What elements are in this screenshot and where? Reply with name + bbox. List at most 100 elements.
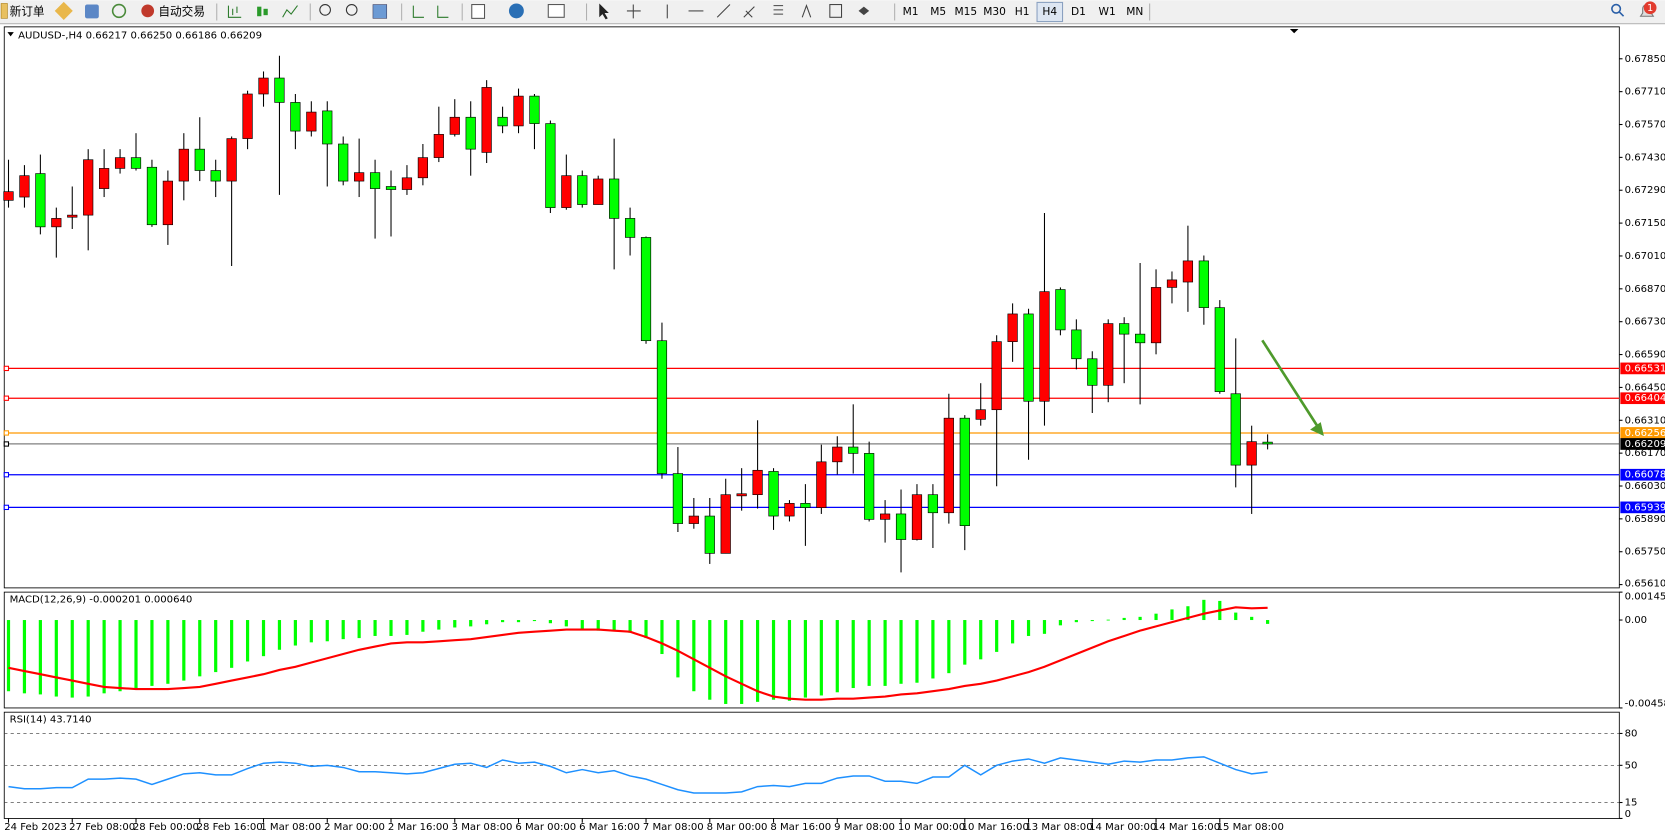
- timeframe-label: M30: [983, 5, 1006, 18]
- icon[interactable]: [743, 6, 755, 18]
- candle-body: [99, 168, 110, 189]
- candle-body: [1119, 323, 1130, 335]
- candle-body: [449, 116, 460, 135]
- candle-body: [226, 138, 237, 182]
- icon[interactable]: [319, 4, 331, 16]
- icon[interactable]: [263, 8, 268, 16]
- icon[interactable]: [547, 4, 565, 18]
- timeframe-label: M1: [903, 5, 919, 18]
- level-handle: [3, 441, 10, 447]
- macd-bar: [293, 620, 297, 646]
- timeframe-button[interactable]: MN: [1126, 5, 1143, 18]
- candle-body: [832, 446, 843, 463]
- macd-bar: [899, 620, 903, 684]
- y-tick-label: 0.00: [1625, 615, 1647, 626]
- timeframe-button[interactable]: H4: [1036, 1, 1064, 23]
- x-tick-label: 8 Mar 00:00: [707, 822, 768, 833]
- macd-bar: [724, 620, 728, 704]
- icon[interactable]: [801, 4, 812, 18]
- icon[interactable]: [626, 4, 641, 19]
- macd-bar: [644, 620, 648, 639]
- macd-bar: [421, 620, 425, 632]
- panel: 0.67850 0.67710 0.67570 0.67430 0.67290 0.671…: [3, 26, 1665, 590]
- timeframe-button[interactable]: H1: [1015, 5, 1030, 18]
- timeframe-button[interactable]: M5: [930, 5, 946, 18]
- candle-body: [577, 175, 588, 205]
- icon[interactable]: [372, 4, 388, 19]
- icon[interactable]: [345, 4, 358, 16]
- annotation-arrow: [1261, 339, 1324, 436]
- icon[interactable]: [282, 5, 298, 18]
- macd-bar: [325, 620, 329, 642]
- icon[interactable]: [85, 4, 99, 19]
- x-tick-label: 10 Mar 16:00: [962, 822, 1029, 833]
- timeframe-button[interactable]: W1: [1099, 5, 1116, 18]
- icon: [0, 3, 8, 19]
- macd-bar: [883, 620, 887, 686]
- search-icon[interactable]: [1611, 3, 1622, 14]
- candle-body: [624, 218, 636, 238]
- candle-body: [146, 166, 158, 226]
- icon[interactable]: [437, 5, 449, 18]
- candle-body: [1103, 323, 1114, 386]
- macd-bar: [1011, 620, 1015, 644]
- x-tick-label: 6 Mar 00:00: [515, 822, 576, 833]
- icon[interactable]: [227, 5, 242, 18]
- icon[interactable]: [471, 4, 486, 19]
- candle-body: [672, 473, 684, 524]
- panel-frame: [3, 26, 1620, 589]
- icon[interactable]: [716, 4, 731, 18]
- level-handle: [3, 430, 10, 436]
- macd-bar: [166, 620, 170, 684]
- macd-bar: [660, 620, 664, 655]
- x-tick-label: 27 Feb 08:00: [69, 822, 135, 833]
- icon: [141, 4, 155, 18]
- x-tick-label: 9 Mar 08:00: [834, 822, 895, 833]
- icon[interactable]: [257, 6, 262, 17]
- candle-body: [848, 446, 859, 454]
- timeframe-button[interactable]: M30: [983, 5, 1006, 18]
- macd-bar: [38, 620, 42, 695]
- macd-bar: [915, 620, 919, 683]
- new-order-button[interactable]: 新订单: [0, 3, 45, 19]
- search-icon[interactable]: [1618, 11, 1625, 17]
- macd-bar: [1106, 619, 1110, 621]
- candle-body: [800, 503, 811, 508]
- macd-bar: [485, 620, 489, 625]
- candle-body: [1007, 313, 1018, 342]
- macd-bar: [580, 620, 584, 630]
- macd-bar: [931, 620, 935, 679]
- y-tick-label: 0.66170: [1625, 448, 1665, 459]
- macd-bar: [851, 620, 855, 689]
- y-tick-label: 0.67290: [1625, 185, 1665, 196]
- icon[interactable]: [773, 5, 784, 15]
- macd-bar: [548, 620, 552, 624]
- indicator-title: MACD(12,26,9) -0.000201 0.000640: [10, 595, 193, 606]
- timeframe-button[interactable]: M1: [903, 5, 919, 18]
- candle-body: [385, 186, 397, 190]
- macd-bar: [469, 620, 473, 627]
- macd-bar: [70, 620, 74, 698]
- icon[interactable]: [508, 3, 524, 19]
- x-tick-label: 1 Mar 08:00: [260, 822, 321, 833]
- icon[interactable]: [829, 4, 843, 18]
- candle-body: [688, 515, 699, 524]
- candle-body: [194, 148, 205, 171]
- timeframe-button[interactable]: M15: [955, 5, 978, 18]
- auto-trading-button[interactable]: 自动交易: [141, 4, 205, 18]
- macd-bar: [803, 620, 807, 698]
- macd-bar: [373, 620, 377, 636]
- candle-body: [1150, 287, 1162, 344]
- x-tick-label: 28 Feb 00:00: [133, 822, 199, 833]
- y-tick-label: 0: [1625, 809, 1631, 820]
- x-tick-label: 6 Mar 16:00: [579, 822, 640, 833]
- macd-bar: [963, 620, 967, 665]
- icon[interactable]: [412, 5, 424, 18]
- candle-body: [1023, 313, 1034, 402]
- x-tick-label: 3 Mar 08:00: [452, 822, 513, 833]
- icon[interactable]: [599, 3, 609, 20]
- icon[interactable]: [111, 3, 127, 19]
- timeframe-button[interactable]: D1: [1071, 5, 1086, 18]
- icon[interactable]: [858, 6, 870, 16]
